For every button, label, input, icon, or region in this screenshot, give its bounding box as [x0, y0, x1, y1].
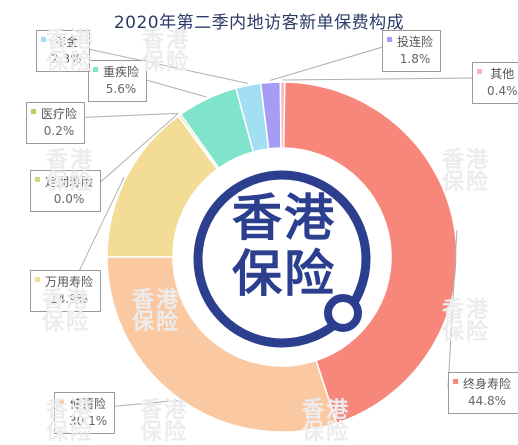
- legend-swatch: [453, 379, 458, 384]
- watermark: 香港 保险: [141, 28, 190, 75]
- watermark: 香港 保险: [41, 288, 90, 335]
- label-重疾险: 重疾险 5.6%: [88, 60, 148, 102]
- watermark: 香港 保险: [45, 148, 94, 195]
- slice-name: 万用寿险: [45, 275, 94, 289]
- slice-name: 重疾险: [103, 65, 140, 79]
- slice-name: 终身寿险: [463, 377, 512, 391]
- slice-value: 14.9%: [49, 292, 89, 306]
- center-logo: [193, 170, 371, 348]
- slice-value: 5.6%: [105, 82, 137, 96]
- slice-name: 医疗险: [41, 107, 78, 121]
- label-万用寿险: 万用寿险 14.9%: [30, 270, 102, 312]
- slice-name: 投连险: [397, 35, 434, 49]
- label-年金: 年金 2.3%: [36, 30, 90, 72]
- legend-swatch: [35, 177, 40, 182]
- slice-name: 年金: [54, 35, 79, 49]
- legend-swatch: [93, 67, 98, 72]
- slice-value: 44.8%: [467, 394, 507, 408]
- legend-swatch: [31, 109, 36, 114]
- watermark: 香港 保险: [45, 398, 94, 445]
- slice-name: 其他: [490, 67, 515, 81]
- leader-line: [71, 176, 125, 287]
- label-终身寿险: 终身寿险 44.8%: [448, 372, 518, 414]
- legend-swatch: [477, 69, 482, 74]
- leader-line: [282, 77, 473, 81]
- slice-value: 1.8%: [399, 52, 431, 66]
- leader-line: [447, 230, 458, 389]
- slice-value: 0.0%: [53, 192, 85, 206]
- watermark: 香港 保险: [131, 288, 180, 335]
- leader-line: [67, 112, 179, 119]
- slice-value: 0.2%: [43, 124, 75, 138]
- chart-title: 2020年第二季内地访客新单保费构成: [113, 13, 405, 33]
- leader-line: [95, 113, 178, 187]
- slice-name: 定期寿险: [45, 175, 94, 189]
- label-储蓄险: 储蓄险 30.1%: [54, 392, 116, 434]
- leader-line: [270, 45, 387, 81]
- center-logo-text: 香港 保险: [232, 189, 336, 303]
- legend-swatch: [41, 37, 46, 42]
- legend-swatch: [35, 277, 40, 282]
- watermark: 香港 保险: [45, 28, 94, 75]
- legend-swatch: [59, 399, 64, 404]
- label-医疗险: 医疗险 0.2%: [26, 102, 86, 144]
- watermark: 香港 保险: [441, 298, 490, 345]
- slice-name: 储蓄险: [70, 397, 107, 411]
- slice-value: 0.4%: [487, 84, 518, 98]
- legend-swatch: [387, 37, 392, 42]
- slice-value: 2.3%: [51, 52, 82, 66]
- leader-lines: [67, 45, 473, 409]
- leader-line: [73, 45, 248, 84]
- watermark: 香港 保险: [139, 398, 188, 445]
- label-其他: 其他 0.4%: [472, 62, 518, 104]
- slice-value: 30.1%: [69, 414, 108, 428]
- slice-储蓄险: [106, 256, 338, 433]
- watermark: 香港 保险: [441, 148, 490, 195]
- label-定期寿险: 定期寿险 0.0%: [30, 170, 102, 212]
- slice-其他: [279, 81, 286, 149]
- label-投连险: 投连险 1.8%: [382, 30, 442, 72]
- watermark: 香港 保险: [301, 398, 350, 445]
